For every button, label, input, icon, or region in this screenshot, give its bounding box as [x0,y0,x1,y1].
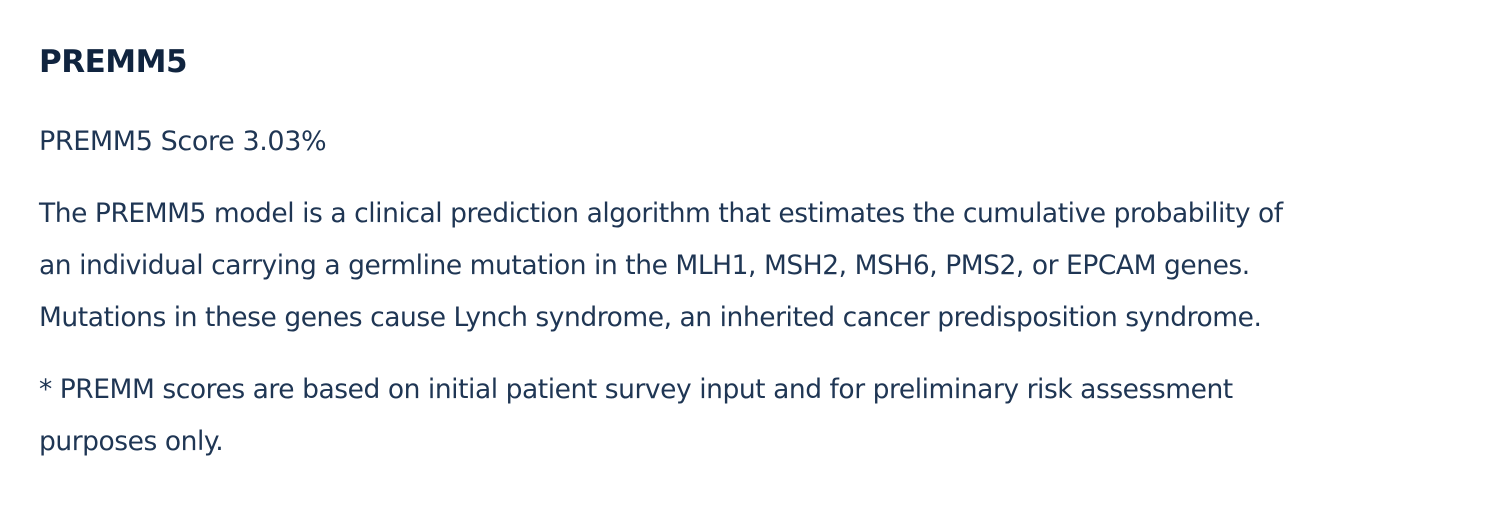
section-title: PREMM5 [39,44,188,80]
note-line: purposes only. [39,426,224,457]
model-description: The PREMM5 model is a clinical predictio… [39,188,1459,344]
description-line: an individual carrying a germline mutati… [39,250,1250,281]
description-line: Mutations in these genes cause Lynch syn… [39,302,1262,333]
premm5-score: PREMM5 Score 3.03% [39,126,327,157]
description-line: The PREMM5 model is a clinical predictio… [39,198,1283,229]
note-line: * PREMM scores are based on initial pati… [39,374,1233,405]
disclaimer-note: * PREMM scores are based on initial pati… [39,364,1456,468]
